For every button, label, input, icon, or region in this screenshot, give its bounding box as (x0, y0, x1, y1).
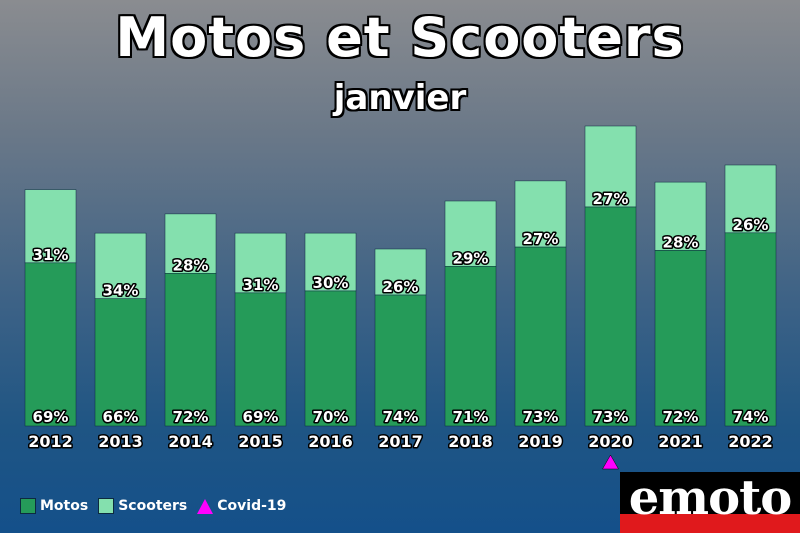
data-label-scooters-2017: 26% (383, 278, 419, 296)
bar-motos-2014 (164, 273, 217, 427)
logo-wordmark: emoto (628, 472, 793, 526)
data-label-motos-2016: 70% (313, 408, 349, 426)
legend-item-motos: Motos (20, 498, 88, 514)
bar-motos-2018 (444, 266, 497, 427)
bar-scooters-2022 (724, 164, 777, 234)
data-label-motos-2018: 71% (453, 408, 489, 426)
data-label-scooters-2016: 30% (313, 274, 349, 292)
legend-swatch-motos (20, 498, 36, 514)
x-tick-label-2022: 2022 (728, 432, 773, 451)
data-label-scooters-2021: 28% (663, 233, 699, 251)
legend-label-covid: Covid-19 (217, 498, 287, 514)
data-label-motos-2019: 73% (523, 408, 559, 426)
x-tick-label-2013: 2013 (98, 432, 143, 451)
data-label-motos-2013: 66% (103, 408, 139, 426)
legend: Motos Scooters Covid-19 (20, 496, 286, 516)
data-label-scooters-2022: 26% (733, 216, 769, 234)
bar-scooters-2014 (164, 213, 217, 274)
data-label-motos-2014: 72% (173, 408, 209, 426)
x-tick-label-2016: 2016 (308, 432, 353, 451)
chart-title: Motos et Scooters (115, 6, 685, 69)
bar-scooters-2016 (304, 232, 357, 292)
data-label-scooters-2020: 27% (593, 190, 629, 208)
data-label-scooters-2014: 28% (173, 256, 209, 274)
bar-scooters-2015 (234, 232, 287, 294)
bar-motos-2019 (514, 246, 567, 427)
x-tick-label-2017: 2017 (378, 432, 423, 451)
data-label-motos-2020: 73% (593, 408, 629, 426)
x-tick-label-2012: 2012 (28, 432, 73, 451)
data-label-scooters-2015: 31% (243, 276, 279, 294)
data-label-motos-2012: 69% (33, 408, 69, 426)
triangle-marker-icon (197, 498, 214, 514)
legend-item-scooters: Scooters (98, 498, 187, 514)
data-label-scooters-2018: 29% (453, 249, 489, 267)
bar-motos-2017 (374, 294, 427, 427)
bar-motos-2013 (94, 298, 147, 427)
data-label-motos-2017: 74% (383, 408, 419, 426)
legend-item-covid: Covid-19 (197, 498, 286, 514)
x-tick-label-2019: 2019 (518, 432, 563, 451)
bar-motos-2016 (304, 290, 357, 427)
bar-scooters-2017 (374, 248, 427, 296)
x-tick-label-2014: 2014 (168, 432, 213, 451)
x-tick-label-2015: 2015 (238, 432, 283, 451)
data-label-scooters-2019: 27% (523, 230, 559, 248)
x-tick-label-2018: 2018 (448, 432, 493, 451)
x-tick-label-2020: 2020 (588, 432, 633, 451)
data-label-scooters-2012: 31% (33, 246, 69, 264)
x-tick-label-2021: 2021 (658, 432, 703, 451)
data-label-scooters-2013: 34% (103, 282, 139, 300)
bar-scooters-2021 (654, 181, 707, 251)
bar-motos-2012 (24, 262, 77, 427)
legend-swatch-scooters (98, 498, 115, 514)
bar-motos-2021 (654, 250, 707, 427)
data-label-motos-2015: 69% (243, 408, 279, 426)
legend-label-motos: Motos (40, 498, 89, 514)
bar-scooters-2019 (514, 180, 567, 248)
data-label-motos-2021: 72% (663, 408, 699, 426)
bar-scooters-2013 (94, 232, 147, 299)
legend-label-scooters: Scooters (118, 498, 188, 514)
emoto-logo: emoto (620, 472, 800, 533)
logo-red-band (620, 514, 800, 533)
bar-motos-2022 (724, 232, 777, 427)
bar-motos-2015 (234, 292, 287, 427)
bar-scooters-2018 (444, 200, 497, 267)
bar-motos-2020 (584, 206, 637, 427)
covid-marker-icon (602, 454, 619, 470)
data-label-motos-2022: 74% (733, 408, 769, 426)
chart-subtitle: janvier (333, 78, 467, 118)
